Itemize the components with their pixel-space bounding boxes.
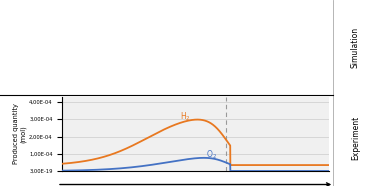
Text: O$_2$: O$_2$ [206,149,217,161]
Text: Simulation: Simulation [351,27,360,68]
Y-axis label: Produced quantity
(mol): Produced quantity (mol) [13,103,26,164]
Text: H$_2$: H$_2$ [180,110,191,123]
Text: Experiment: Experiment [351,116,360,160]
